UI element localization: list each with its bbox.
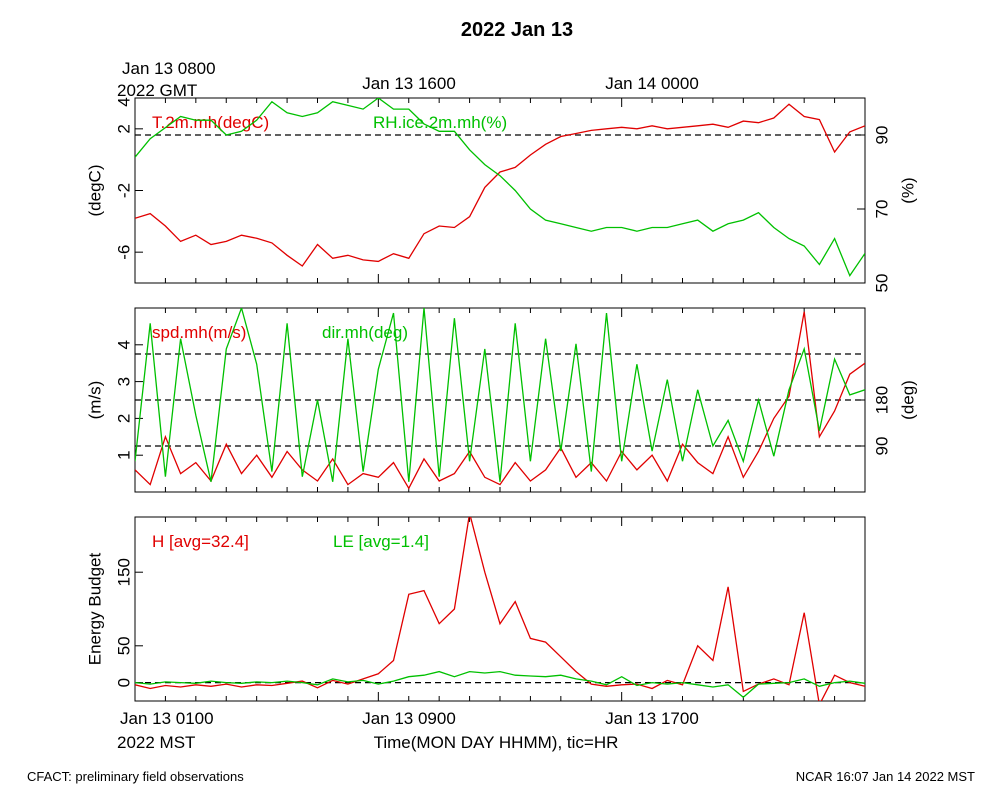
chart-title: 2022 Jan 13 (461, 19, 573, 41)
legend-label: T.2m.mh(degC) (152, 113, 269, 132)
series-line-le (135, 670, 865, 699)
y-axis-title-left: (m/s) (86, 381, 105, 420)
y-tick-label-left: -2 (115, 183, 134, 198)
bottom-axis-label-2: Jan 13 1700 (605, 709, 699, 728)
top-axis-first-label-line1: Jan 13 0800 (122, 59, 216, 78)
legend-label: RH.ice.2m.mh(%) (373, 113, 507, 132)
top-axis-label-1: Jan 13 1600 (362, 74, 456, 93)
y-tick-label-right: 180 (873, 386, 892, 414)
legend-label: LE [avg=1.4] (333, 532, 429, 551)
y-tick-label-left: 2 (115, 124, 134, 133)
y-tick-label-right: 50 (873, 274, 892, 293)
y-axis-title-right: (deg) (899, 380, 918, 420)
y-tick-label-left: 4 (115, 97, 134, 106)
legend-label: spd.mh(m/s) (152, 323, 246, 342)
bottom-axis-label-1: Jan 13 0900 (362, 709, 456, 728)
y-tick-label-left: 150 (115, 558, 134, 586)
y-tick-label-right: 70 (873, 200, 892, 219)
legend-label: H [avg=32.4] (152, 532, 249, 551)
bottom-axis-first-label-line2: 2022 MST (117, 733, 195, 752)
top-axis-first-label-line2: 2022 GMT (117, 81, 197, 100)
y-axis-title-left: Energy Budget (86, 552, 105, 665)
series-line-rh (135, 98, 865, 277)
legend-label: dir.mh(deg) (322, 323, 408, 342)
y-tick-label-right: 90 (873, 437, 892, 456)
y-tick-label-left: 4 (115, 340, 134, 349)
y-axis-title-right: (%) (899, 177, 918, 203)
series-line-t (135, 103, 865, 267)
y-tick-label-left: 1 (115, 450, 134, 459)
footer-left: CFACT: preliminary field observations (27, 769, 244, 784)
top-axis-label-2: Jan 14 0000 (605, 74, 699, 93)
y-tick-label-left: 50 (115, 636, 134, 655)
panel-energy-budget: 0 50 150 Energy Budget H [avg=32.4] LE [avg=1… (86, 516, 866, 702)
panel-temperature-humidity: -6 -2 2 4 (degC) 50 70 90 (%) T.2m.mh(degC) RH.ice… (86, 97, 918, 292)
y-tick-label-right: 90 (873, 126, 892, 145)
panels-group: -6 -2 2 4 (degC) 50 70 90 (%) T.2m.mh(degC) RH.ice… (86, 97, 918, 702)
y-axis-title-left: (degC) (86, 165, 105, 217)
y-tick-label-left: 0 (115, 678, 134, 687)
series-line-spd (135, 311, 865, 490)
y-tick-label-left: 2 (115, 414, 134, 423)
bottom-axis-first-label-line1: Jan 13 0100 (120, 709, 214, 728)
series-line-dir (135, 308, 865, 482)
series-line-h (135, 517, 865, 701)
panel-wind: 1 2 3 4 (m/s) 90 180 (deg) spd.mh(m/s) dir.mh(deg… (86, 307, 918, 493)
y-tick-label-left: 3 (115, 377, 134, 386)
footer-right: NCAR 16:07 Jan 14 2022 MST (796, 769, 975, 784)
x-axis-title: Time(MON DAY HHMM), tic=HR (374, 733, 619, 752)
y-tick-label-left: -6 (115, 245, 134, 260)
